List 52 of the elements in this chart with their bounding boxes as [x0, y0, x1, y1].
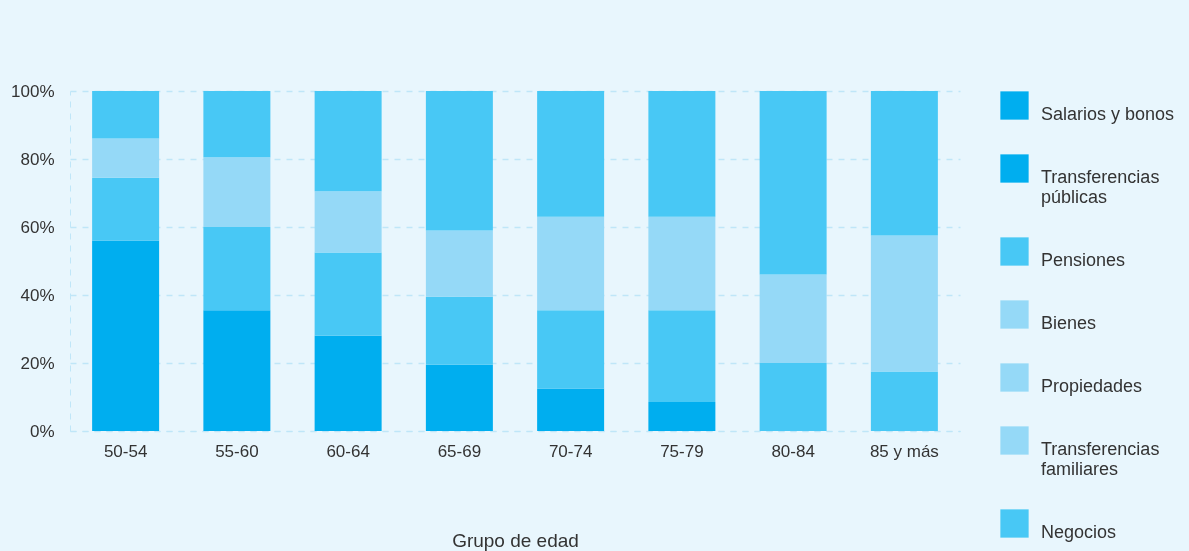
- bar: [537, 216, 605, 311]
- legend-label: Negocios: [1041, 521, 1117, 542]
- bar: [92, 138, 160, 178]
- x-tick-label: 60-64: [326, 441, 370, 461]
- bar: [425, 230, 493, 297]
- bar: [314, 335, 382, 431]
- bar: [92, 91, 160, 139]
- x-tick-label: 80-84: [771, 441, 815, 461]
- bar: [537, 91, 605, 217]
- legend-label: Propiedades: [1041, 375, 1143, 396]
- bar: [537, 310, 605, 389]
- y-tick-label: 20%: [20, 353, 55, 373]
- y-tick-label: 100%: [11, 81, 55, 101]
- bar: [870, 91, 938, 236]
- bar: [314, 252, 382, 336]
- bar: [92, 177, 160, 241]
- x-tick-label: 50-54: [103, 441, 148, 461]
- bar: [648, 216, 716, 311]
- bar: [203, 310, 271, 431]
- bar: [425, 91, 493, 231]
- x-tick-label: 65-69: [437, 441, 482, 461]
- y-tick-label: 60%: [20, 217, 55, 237]
- bar: [648, 310, 716, 403]
- y-tick-label: 40%: [20, 285, 55, 305]
- y-tick-label: 80%: [20, 149, 55, 169]
- legend-label: Pensiones: [1041, 249, 1126, 270]
- bar: [759, 91, 827, 275]
- x-tick-label: 55-60: [215, 441, 259, 461]
- bar: [203, 91, 271, 158]
- bar: [425, 296, 493, 365]
- x-tick-label: 70-74: [548, 441, 593, 461]
- bar: [648, 91, 716, 217]
- legend-label: Transferencias familiares: [1041, 438, 1160, 479]
- bar: [537, 388, 605, 431]
- x-axis-title: Grupo de edad: [452, 529, 579, 551]
- bar: [870, 235, 938, 372]
- bar: [425, 364, 493, 431]
- bar: [203, 227, 271, 311]
- x-tick-label: 85 y más: [869, 441, 939, 461]
- bar: [314, 91, 382, 192]
- legend-label: Bienes: [1041, 312, 1097, 333]
- legend-label: Transferencias públicas: [1041, 166, 1160, 207]
- bar: [759, 274, 827, 363]
- y-tick-label: 0%: [29, 421, 55, 441]
- bar: [648, 402, 716, 431]
- x-tick-label: 75-79: [660, 441, 704, 461]
- bar: [870, 371, 938, 431]
- bar: [203, 157, 271, 227]
- bar: [314, 191, 382, 253]
- bar: [92, 240, 160, 431]
- legend-label: Salarios y bonos: [1041, 103, 1175, 124]
- bar: [759, 363, 827, 431]
